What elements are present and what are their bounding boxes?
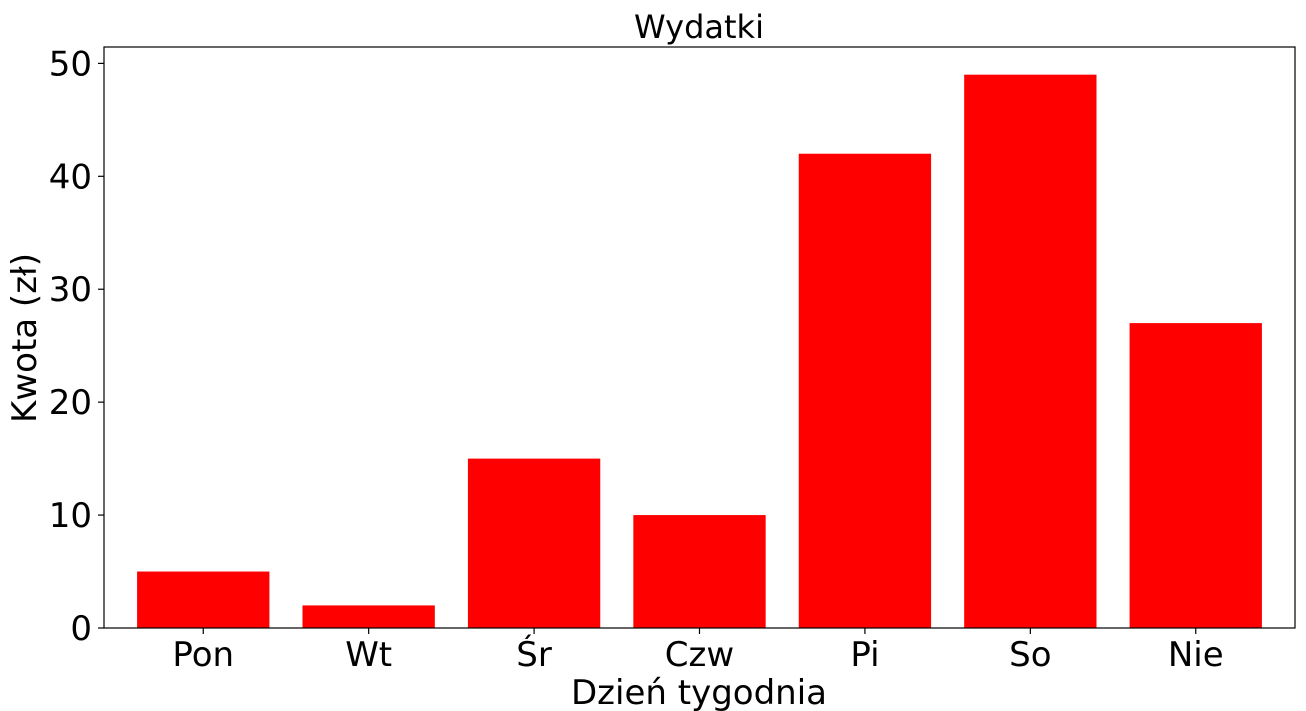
bar-4	[798, 153, 932, 628]
plot-frame	[103, 46, 1296, 629]
y-tick-label-3: 30	[49, 270, 92, 310]
x-axis-label: Dzień tygodnia	[571, 673, 827, 711]
bar-6	[1129, 323, 1262, 628]
x-tick-label-5: So	[1009, 635, 1051, 675]
x-tick-label-4: Pi	[850, 635, 879, 675]
x-tick-label-1: Wt	[345, 635, 392, 675]
y-tick-label-5: 50	[49, 44, 92, 84]
chart-title: Wydatki	[634, 8, 764, 46]
bar-1	[302, 605, 435, 628]
bars-group	[137, 74, 1262, 628]
y-axis-ticks: 0 10 20 30 40 50	[49, 44, 104, 649]
y-tick-label-4: 40	[49, 157, 92, 197]
y-axis-label: Kwota (zł)	[5, 253, 45, 423]
x-axis-ticks: Pon Wt Śr Czw Pi So Nie	[172, 628, 1224, 675]
x-tick-label-2: Śr	[516, 634, 552, 675]
bar-2	[467, 458, 601, 628]
y-tick-label-0: 0	[70, 609, 92, 649]
bar-5	[964, 74, 1097, 628]
bar-3	[633, 515, 766, 628]
y-tick-label-1: 10	[49, 496, 92, 536]
y-tick-label-2: 20	[49, 383, 92, 423]
x-tick-label-0: Pon	[172, 635, 234, 675]
x-tick-label-3: Czw	[665, 635, 734, 675]
x-tick-label-6: Nie	[1168, 635, 1224, 675]
bar-0	[137, 571, 270, 628]
